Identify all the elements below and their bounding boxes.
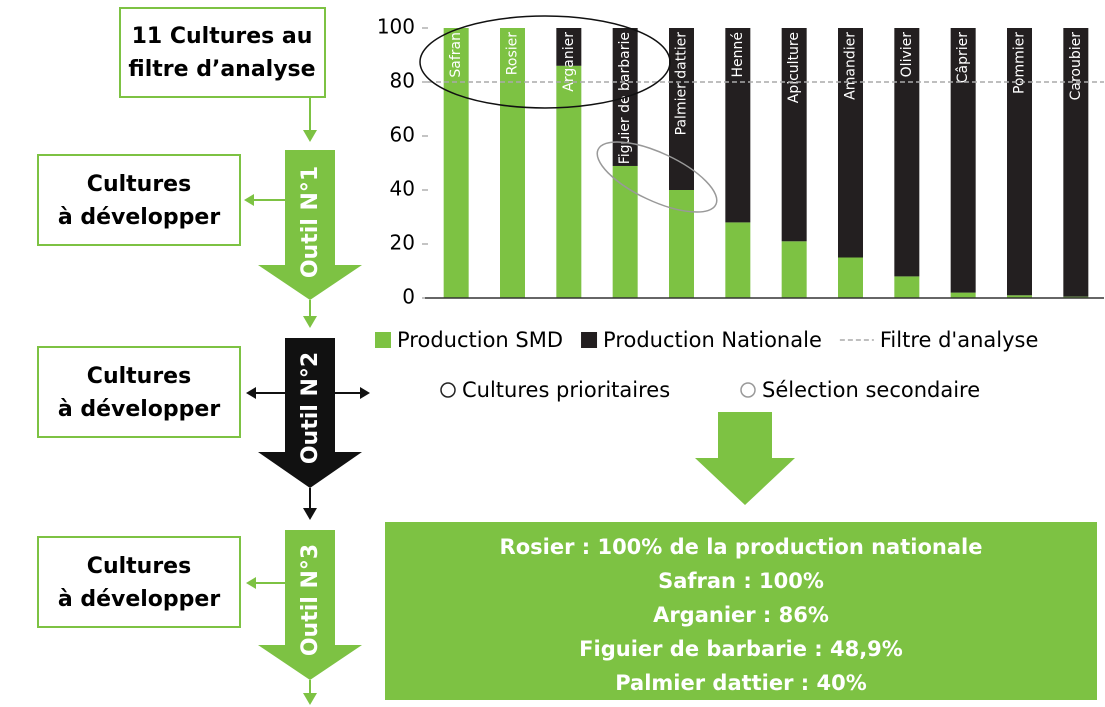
category-label: Henné — [730, 32, 746, 78]
bar-segment — [556, 28, 582, 66]
arrowhead — [303, 130, 317, 142]
summary-arrow — [695, 412, 795, 505]
bar-segment — [1063, 28, 1089, 297]
category-label: Olivier — [899, 32, 915, 78]
circle-legend-text: Cultures prioritaires — [462, 378, 670, 402]
category-label: Palmier dattier — [674, 32, 690, 136]
bar-segment — [950, 28, 976, 293]
bar-segment — [669, 190, 694, 298]
tool-arrow — [258, 338, 362, 488]
y-tick-label: 100 — [377, 15, 415, 39]
bar-segment — [443, 28, 469, 298]
category-label: Câprier — [955, 32, 971, 84]
arrowhead — [246, 387, 256, 399]
bar-segment — [781, 28, 807, 242]
y-tick-label: 60 — [390, 123, 415, 147]
category-label: Apiculture — [786, 32, 802, 103]
bar-segment — [894, 28, 920, 277]
category-label: Figuier de barbarie — [617, 32, 633, 164]
result-text: Cultures — [87, 364, 191, 389]
result-text: à développer — [58, 205, 221, 230]
y-tick-label: 0 — [402, 285, 415, 309]
result-text: à développer — [58, 587, 221, 612]
summary-line: Palmier dattier : 40% — [615, 671, 867, 695]
category-label: Arganier — [561, 32, 577, 92]
start-box — [119, 7, 326, 98]
arrowhead — [303, 508, 317, 520]
bar-segment — [838, 28, 863, 258]
legend-text: Production Nationale — [603, 328, 822, 352]
tool-arrow — [258, 150, 362, 300]
tool-label: Outil N°2 — [298, 352, 323, 464]
bar-segment — [781, 241, 807, 298]
bar-segment — [500, 28, 525, 298]
chart: 0 20 40 60 80 100 Safran Rosier Arganier Figuier … — [375, 15, 1104, 352]
result-text: Cultures — [87, 554, 191, 579]
start-text: filtre d’analyse — [128, 57, 315, 82]
tool-arrow — [258, 530, 362, 680]
legend-text: Filtre d'analyse — [880, 328, 1039, 352]
result-box — [37, 154, 241, 246]
bar-segment — [1007, 295, 1032, 298]
result-text: Cultures — [87, 172, 191, 197]
bar-segment — [725, 222, 751, 298]
secondary-ellipse — [596, 141, 718, 213]
bar-segment — [838, 257, 863, 298]
tool-label: Outil N°3 — [298, 544, 323, 656]
bar-segment — [894, 276, 920, 298]
category-label: Pommier — [1012, 32, 1028, 94]
legend-swatch — [375, 332, 391, 348]
arrowhead — [360, 387, 370, 399]
category-label: Caroubier — [1068, 32, 1084, 101]
summary-line: Arganier : 86% — [653, 603, 829, 627]
bar-segment — [556, 65, 582, 298]
arrowhead — [303, 693, 317, 705]
bar-segment — [725, 28, 751, 223]
circle-legend-symbol — [740, 382, 756, 398]
bar-segment — [612, 165, 638, 298]
category-label: Safran — [448, 32, 464, 78]
bar-segment — [1007, 28, 1032, 296]
result-box — [37, 346, 241, 438]
result-box — [37, 536, 241, 628]
arrowhead — [244, 194, 254, 206]
category-label: Amandier — [843, 32, 859, 100]
y-tick-label: 80 — [390, 69, 415, 93]
arrowhead — [303, 316, 317, 328]
start-text: 11 Cultures au — [132, 24, 313, 49]
summary-line: Safran : 100% — [658, 569, 824, 593]
summary-box — [385, 522, 1097, 700]
y-tick-label: 20 — [390, 231, 415, 255]
priority-ellipse — [419, 15, 671, 109]
arrowhead — [246, 577, 256, 589]
summary-line: Rosier : 100% de la production nationale — [500, 535, 983, 559]
bar-segment — [950, 292, 976, 298]
summary-line: Figuier de barbarie : 48,9% — [579, 637, 903, 661]
result-text: à développer — [58, 397, 221, 422]
circle-legend-text: Sélection secondaire — [762, 378, 980, 402]
tool-label: Outil N°1 — [298, 166, 323, 278]
category-label: Rosier — [505, 32, 521, 75]
circle-legend-symbol — [440, 382, 456, 398]
y-tick-label: 40 — [390, 177, 415, 201]
legend-text: Production SMD — [397, 328, 563, 352]
legend-swatch — [581, 332, 598, 348]
